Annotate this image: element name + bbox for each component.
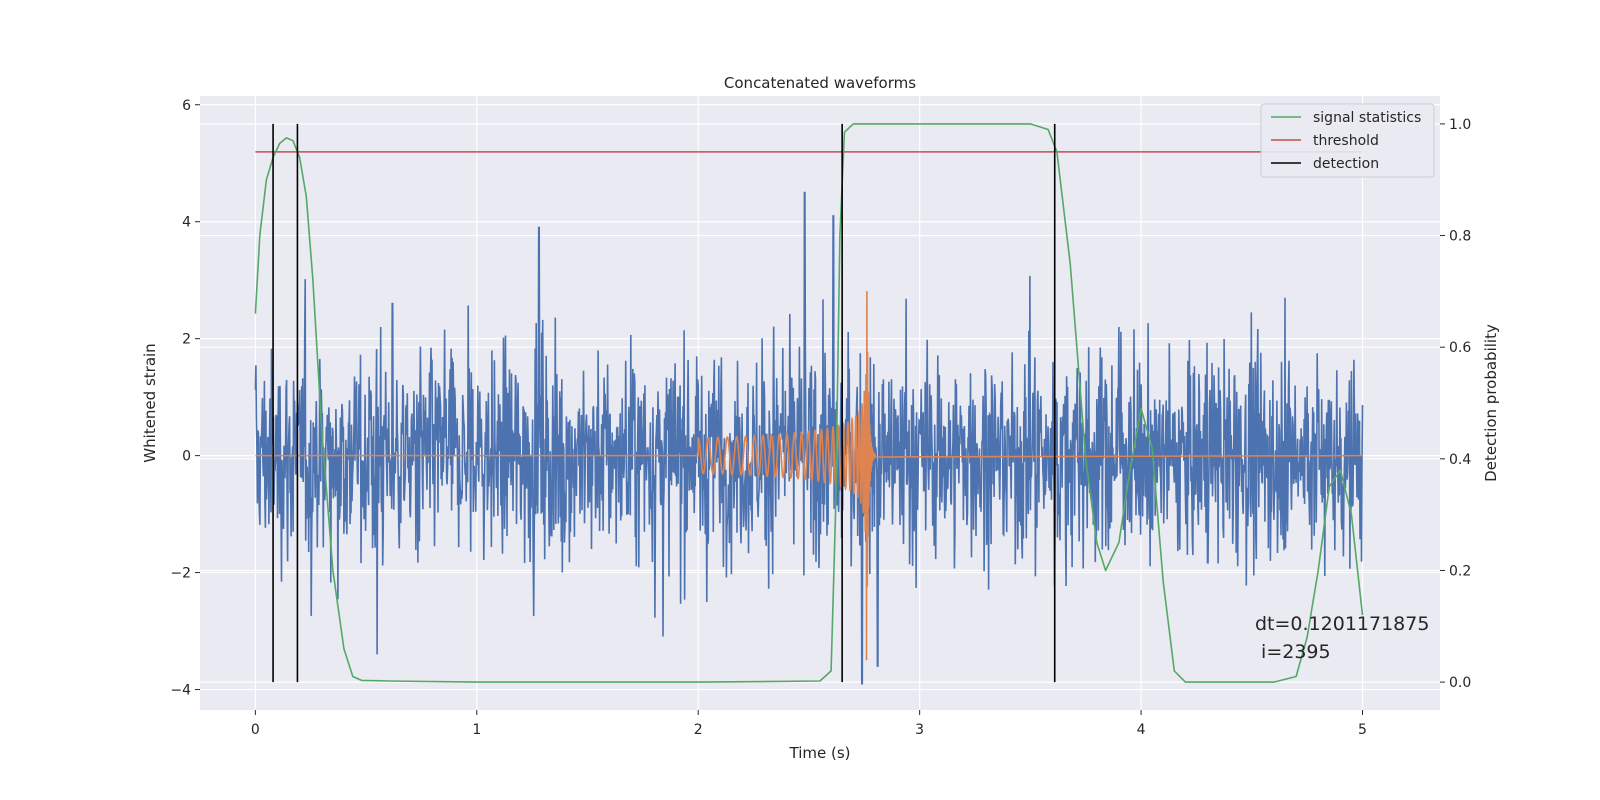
x-tick-label: 2	[694, 722, 703, 738]
y-tick-label: 4	[182, 215, 191, 231]
axis-ticks: 0 1 2 3 4 5 −4 −2 0 2 4 6 0.0 0.2 0.4 0.6 0.8 1.0	[170, 98, 1471, 738]
signal-statistics-line	[254, 123, 1364, 683]
legend: signal statistics threshold detection	[1260, 103, 1435, 178]
legend-label-threshold: threshold	[1313, 133, 1379, 149]
annotation-dt: dt=0.1201171875	[1255, 613, 1429, 635]
chart-title: Concatenated waveforms	[724, 74, 916, 92]
plot-series	[254, 123, 1364, 685]
y2-tick-label: 0.6	[1449, 340, 1471, 356]
x-tick-label: 4	[1137, 722, 1146, 738]
x-tick-label: 0	[251, 722, 260, 738]
y-axis-title: Whitened strain	[141, 343, 159, 462]
y-tick-label: −4	[170, 683, 191, 699]
x-tick-label: 1	[472, 722, 481, 738]
legend-box	[1260, 103, 1435, 178]
y-tick-label: −2	[170, 566, 191, 582]
legend-label-signal-statistics: signal statistics	[1313, 110, 1421, 126]
y2-tick-label: 0.4	[1449, 452, 1471, 468]
x-tick-label: 3	[915, 722, 924, 738]
y-tick-label: 2	[182, 332, 191, 348]
y2-tick-label: 0.8	[1449, 229, 1471, 245]
y2-tick-label: 0.0	[1449, 675, 1471, 691]
y-tick-label: 6	[182, 98, 191, 114]
noise-series-line	[254, 191, 1364, 685]
injected-waveform-line	[255, 291, 1363, 661]
y2-tick-label: 1.0	[1449, 117, 1471, 133]
annotation-index: i=2395	[1255, 641, 1331, 663]
legend-label-detection: detection	[1313, 156, 1379, 172]
y-tick-label: 0	[182, 449, 191, 465]
y2-axis-title: Detection probability	[1482, 324, 1500, 482]
y2-tick-label: 0.2	[1449, 563, 1471, 579]
x-tick-label: 5	[1358, 722, 1367, 738]
x-axis-title: Time (s)	[789, 744, 851, 762]
